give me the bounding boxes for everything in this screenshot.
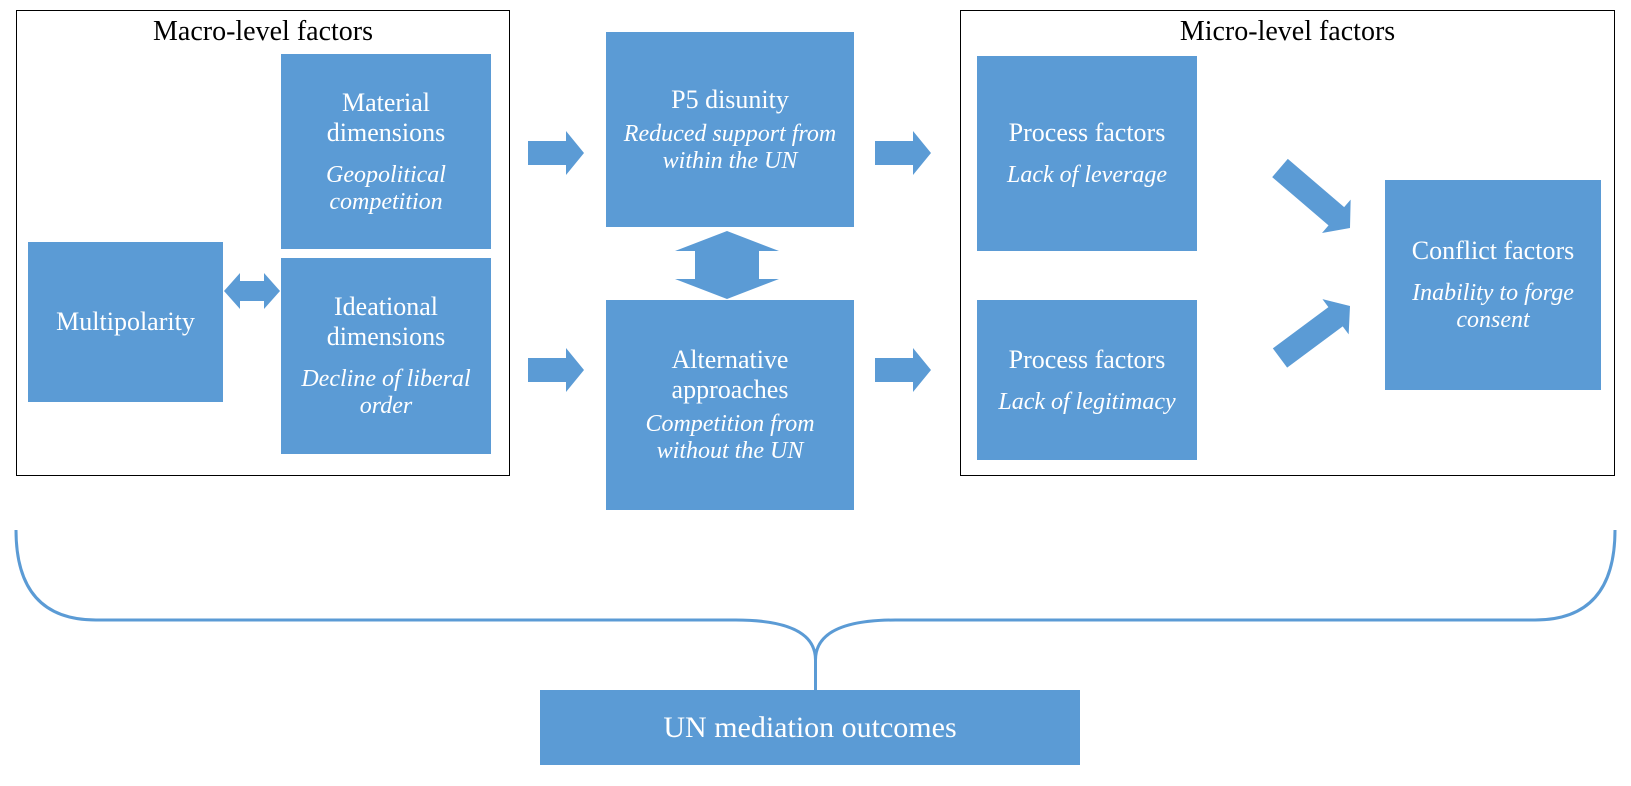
brace-connector: [0, 0, 1631, 786]
